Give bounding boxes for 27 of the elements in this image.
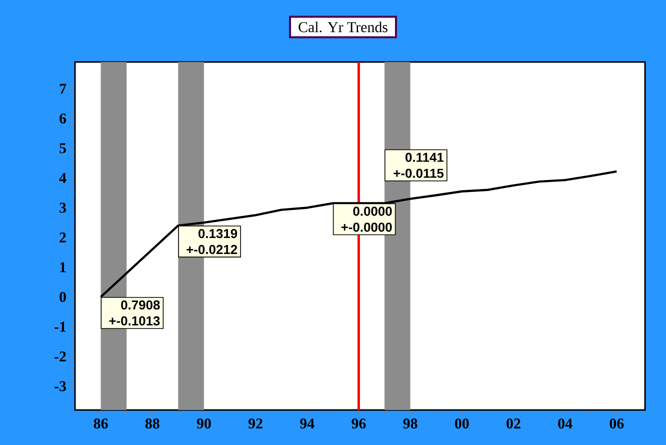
y-tick-label: 4 bbox=[59, 173, 66, 183]
annotation: 0.7908 +-0.1013 bbox=[109, 300, 160, 326]
y-tick-label: 5 bbox=[60, 143, 66, 154]
annotation: 0.0000 +-0.0000 bbox=[341, 206, 392, 232]
y-tick-label: -3 bbox=[54, 381, 66, 392]
y-tick-label: 1 bbox=[60, 262, 66, 272]
x-tick-label: 02 bbox=[506, 418, 520, 429]
x-tick-label: 90 bbox=[196, 418, 211, 429]
x-tick-label: 96 bbox=[352, 418, 366, 429]
x-tick-label: 86 bbox=[94, 418, 108, 429]
annotation: 0.1141 +-0.0115 bbox=[394, 152, 444, 178]
y-tick-label: -1 bbox=[54, 322, 66, 332]
x-tick-label: 88 bbox=[145, 418, 160, 429]
x-tick-label: 98 bbox=[403, 418, 418, 429]
annotation: 0.1319 +-0.0212 bbox=[186, 228, 238, 254]
x-tick-label: 94 bbox=[300, 418, 314, 429]
y-tick-label: 2 bbox=[60, 232, 66, 242]
x-tick-label: 92 bbox=[248, 418, 262, 429]
y-tick-label: 0 bbox=[60, 292, 66, 302]
y-tick-label: 7 bbox=[60, 84, 66, 94]
x-tick-label: 06 bbox=[610, 418, 624, 429]
chart-title: Cal. Yr Trends bbox=[298, 22, 388, 32]
y-tick-label: 6 bbox=[60, 113, 66, 124]
x-tick-label: 00 bbox=[454, 418, 469, 429]
y-tick-label: -2 bbox=[54, 352, 66, 362]
y-tick-label: 3 bbox=[60, 202, 66, 213]
x-tick-label: 04 bbox=[558, 418, 572, 429]
